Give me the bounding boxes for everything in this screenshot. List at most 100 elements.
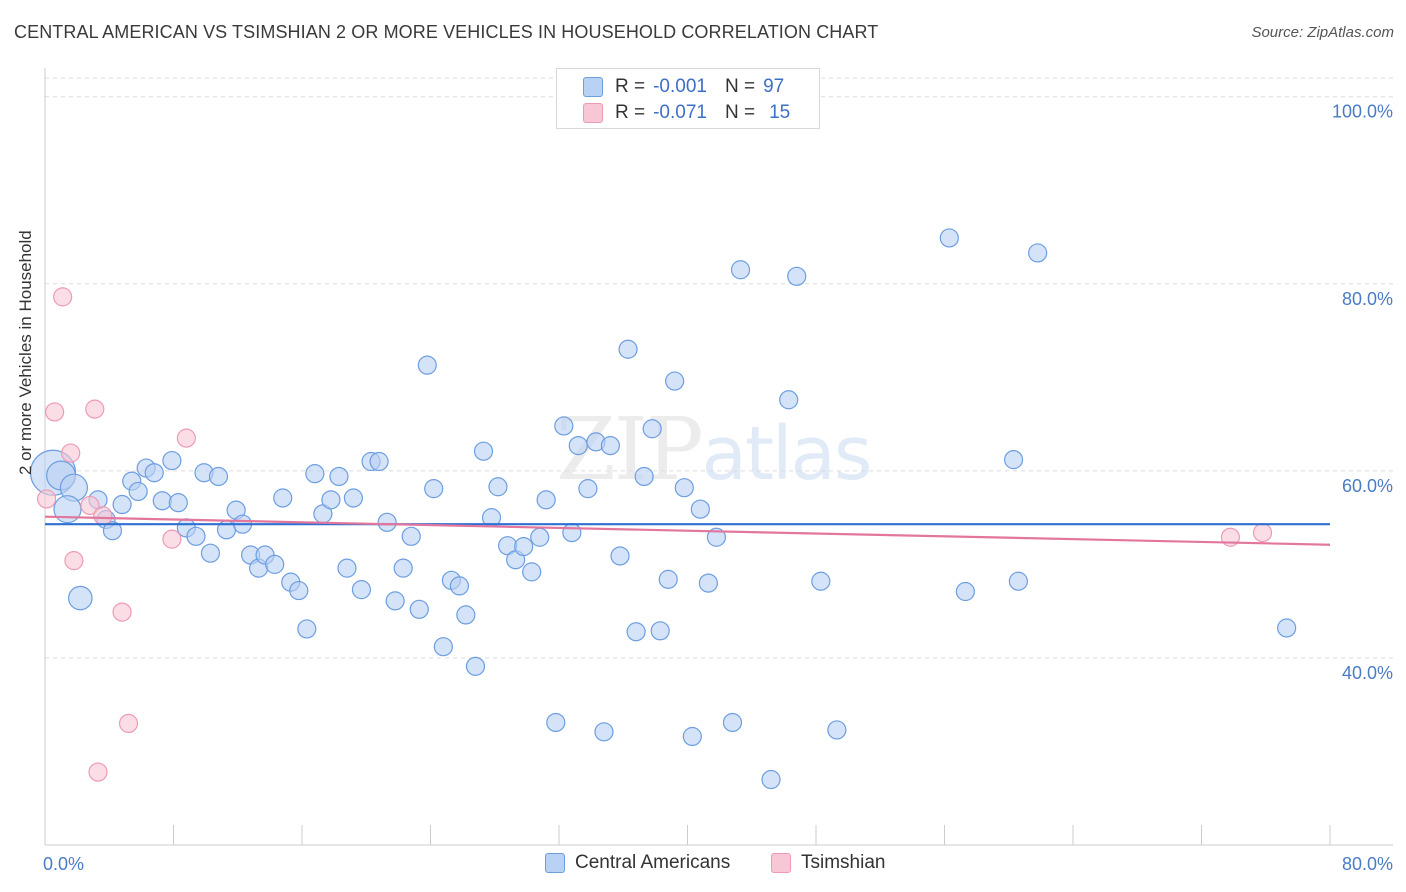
point-central-americans — [385, 591, 405, 611]
legend-item-tsimshian[interactable]: Tsimshian — [771, 852, 885, 874]
point-central-americans — [665, 371, 685, 391]
point-tsimshian — [45, 402, 65, 422]
point-tsimshian — [1252, 522, 1273, 543]
point-tsimshian — [61, 443, 81, 463]
y-tick-label: 60.0% — [1342, 476, 1393, 496]
point-central-americans — [690, 499, 710, 519]
point-central-americans — [343, 488, 363, 508]
point-tsimshian — [37, 489, 57, 509]
x-tick-label: 80.0% — [1342, 854, 1393, 874]
point-central-americans — [827, 720, 847, 740]
point-central-americans — [554, 416, 574, 436]
axes — [44, 68, 1393, 846]
point-tsimshian — [64, 551, 84, 571]
point-central-americans — [449, 576, 470, 596]
chart-title: CENTRAL AMERICAN VS TSIMSHIAN 2 OR MORE … — [14, 22, 879, 42]
point-central-americans — [162, 450, 182, 471]
point-central-americans — [351, 580, 372, 600]
series-legend: Central Americans Tsimshian — [0, 852, 1406, 878]
point-central-americans — [289, 580, 309, 601]
n-value: 15 — [769, 102, 791, 123]
n-value: 97 — [763, 76, 785, 97]
stats-row-tsimshian: R = -0.071 N = 15 — [583, 101, 790, 125]
point-central-americans — [811, 571, 831, 591]
point-tsimshian — [112, 602, 132, 622]
point-tsimshian — [88, 762, 108, 782]
point-central-americans — [730, 260, 751, 280]
source-label: Source: ZipAtlas.com — [1251, 24, 1394, 41]
point-central-americans — [321, 490, 341, 510]
point-central-americans — [393, 558, 413, 578]
point-central-americans — [456, 605, 476, 625]
r-label: R = — [615, 102, 646, 123]
legend-label: Tsimshian — [801, 852, 886, 873]
y-tick-label: 80.0% — [1342, 289, 1393, 309]
point-central-americans — [401, 526, 421, 546]
point-central-americans — [68, 585, 93, 611]
stats-row-central-americans: R = -0.001 N = 97 — [583, 75, 784, 99]
point-central-americans — [939, 228, 959, 248]
r-label: R = — [615, 76, 646, 97]
point-central-americans — [168, 493, 188, 513]
point-central-americans — [186, 526, 206, 546]
point-central-americans — [626, 622, 646, 642]
point-tsimshian — [85, 399, 105, 419]
point-central-americans — [1008, 571, 1028, 591]
n-label: N = — [724, 76, 756, 97]
point-central-americans — [698, 573, 718, 593]
point-central-americans — [600, 435, 621, 456]
point-central-americans — [273, 488, 293, 508]
point-central-americans — [761, 769, 781, 790]
point-central-americans — [779, 390, 799, 410]
series-tsimshian — [37, 287, 1273, 782]
swatch-blue — [583, 77, 603, 97]
point-tsimshian — [80, 495, 100, 516]
y-tick-label: 40.0% — [1342, 663, 1393, 683]
point-central-americans — [128, 481, 148, 502]
point-central-americans — [682, 726, 702, 747]
r-value: -0.001 — [653, 76, 707, 97]
tick-labels: 40.0% 60.0% 80.0% 100.0% 0.0% 80.0% — [43, 102, 1393, 874]
point-central-americans — [297, 619, 317, 639]
point-tsimshian — [176, 428, 196, 448]
point-tsimshian — [93, 506, 113, 526]
watermark-atlas: atlas — [701, 411, 873, 497]
stats-legend: R = -0.001 N = 97 R = -0.071 N = 15 — [556, 68, 820, 129]
legend-label: Central Americans — [575, 852, 731, 873]
point-central-americans — [610, 546, 630, 566]
point-central-americans — [417, 355, 437, 375]
point-central-americans — [144, 463, 164, 483]
point-central-americans — [706, 527, 727, 547]
point-central-americans — [102, 521, 123, 541]
grid-lines — [45, 77, 1393, 659]
point-central-americans — [536, 490, 556, 510]
point-central-americans — [787, 266, 807, 286]
point-tsimshian — [118, 713, 139, 734]
point-central-americans — [522, 562, 542, 582]
r-value: -0.071 — [653, 102, 707, 123]
point-central-americans — [634, 466, 654, 487]
point-central-americans — [955, 581, 975, 602]
point-central-americans — [424, 479, 444, 499]
point-central-americans — [488, 477, 508, 497]
point-central-americans — [112, 494, 132, 515]
point-central-americans — [642, 419, 662, 439]
point-central-americans — [546, 712, 566, 733]
trend-line-tsimshian — [44, 515, 1331, 546]
point-central-americans — [562, 522, 582, 543]
y-axis-label: 2 or more Vehicles in Household — [16, 230, 35, 475]
legend-swatch-pink — [771, 853, 791, 873]
point-tsimshian — [53, 287, 73, 307]
point-central-americans — [530, 527, 550, 547]
point-central-americans — [305, 464, 325, 484]
point-central-americans — [650, 621, 670, 641]
legend-swatch-blue — [545, 853, 565, 873]
point-central-americans — [377, 512, 397, 532]
point-central-americans — [200, 543, 221, 563]
legend-item-central-americans[interactable]: Central Americans — [545, 852, 730, 874]
n-label: N = — [724, 102, 756, 123]
point-central-americans — [594, 722, 614, 742]
point-central-americans — [152, 491, 172, 511]
trend-lines — [44, 515, 1331, 546]
